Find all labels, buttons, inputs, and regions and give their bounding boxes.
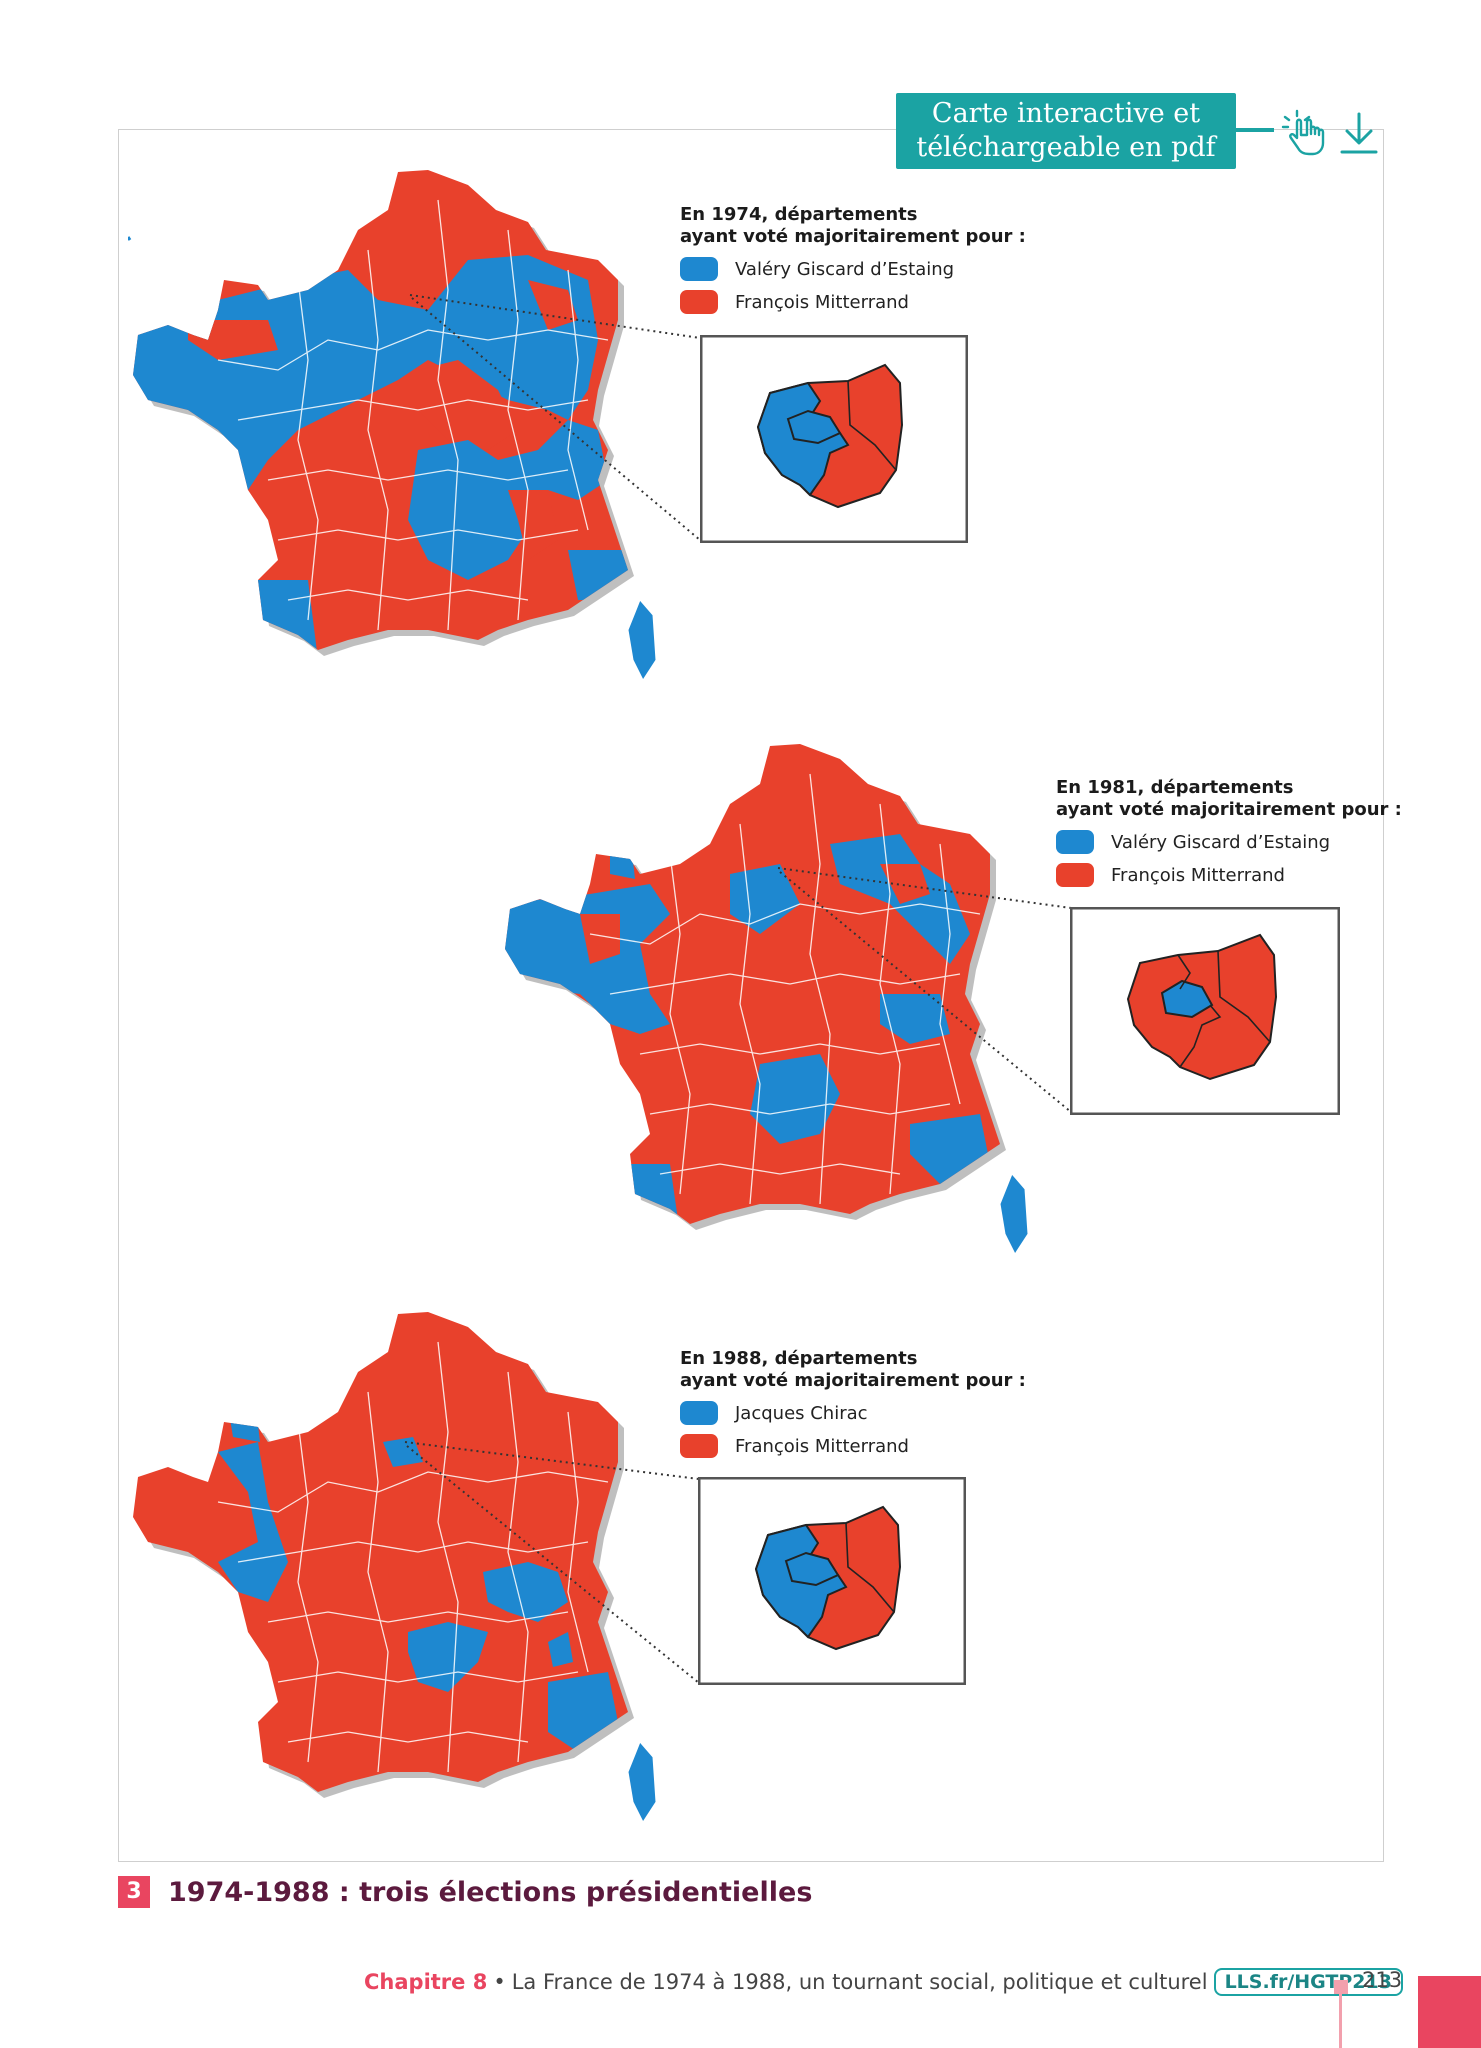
banner-line-2: téléchargeable en pdf [916, 132, 1216, 163]
france-map-1988 [133, 1312, 657, 1824]
figure-frame [118, 129, 1384, 1862]
footer-marker [1334, 1980, 1348, 1994]
footer-chapter-title: La France de 1974 à 1988, un tournant so… [511, 1970, 1208, 1994]
blue-swatch [1056, 830, 1094, 854]
hand-pointer-icon[interactable] [1280, 108, 1330, 158]
inset-paris-1981 [1070, 907, 1340, 1115]
legend-1974: En 1974, départements ayant voté majorit… [680, 204, 1040, 314]
page-corner-tab [1418, 1976, 1481, 2048]
legend-label-left: François Mitterrand [735, 291, 909, 313]
legend-row-right-1974: Valéry Giscard d’Estaing [680, 257, 1040, 281]
interactive-map-banner[interactable]: Carte interactive et téléchargeable en p… [896, 93, 1236, 169]
footer-stem [1339, 1994, 1342, 2048]
legend-1981: En 1981, départements ayant voté majorit… [1056, 777, 1416, 887]
legend-row-left-1974: François Mitterrand [680, 290, 1040, 314]
red-swatch [680, 290, 718, 314]
legend-title-line1: En 1974, départements [680, 204, 918, 225]
legend-label-left: François Mitterrand [1111, 864, 1285, 886]
legend-row-right-1981: Valéry Giscard d’Estaing [1056, 830, 1416, 854]
blue-swatch [680, 257, 718, 281]
legend-title-line2: ayant voté majoritairement pour : [680, 226, 1026, 247]
footer-link[interactable]: LLS.fr/HGTP213 [1213, 1968, 1403, 1996]
legend-title-line2: ayant voté majoritairement pour : [1056, 799, 1402, 820]
page-number: 213 [1362, 1968, 1403, 1992]
legend-1988: En 1988, départements ayant voté majorit… [680, 1348, 1040, 1458]
legend-row-left-1988: François Mitterrand [680, 1434, 1040, 1458]
legend-row-left-1981: François Mitterrand [1056, 863, 1416, 887]
legend-row-right-1988: Jacques Chirac [680, 1401, 1040, 1425]
caption-title: 1974-1988 : trois élections présidentiel… [168, 1876, 813, 1908]
legend-label-right: Valéry Giscard d’Estaing [1111, 831, 1331, 853]
caption-number: 3 [118, 1876, 150, 1908]
legend-title-line1: En 1981, départements [1056, 777, 1294, 798]
inset-paris-1988 [698, 1477, 966, 1685]
legend-title-line2: ayant voté majoritairement pour : [680, 1370, 1026, 1391]
figure-caption: 3 1974-1988 : trois élections présidenti… [118, 1876, 812, 1908]
legend-title-1988: En 1988, départements ayant voté majorit… [680, 1348, 1040, 1392]
inset-paris-1974 [700, 335, 968, 543]
blue-swatch [680, 1401, 718, 1425]
banner-line-1: Carte interactive et [931, 98, 1201, 129]
page-footer: Chapitre 8 • La France de 1974 à 1988, u… [364, 1968, 1403, 1996]
legend-title-1981: En 1981, départements ayant voté majorit… [1056, 777, 1416, 821]
red-swatch [680, 1434, 718, 1458]
red-swatch [1056, 863, 1094, 887]
france-map-1974 [128, 170, 657, 682]
footer-separator: • [493, 1970, 506, 1994]
legend-label-left: François Mitterrand [735, 1435, 909, 1457]
france-map-1981 [505, 744, 1029, 1256]
legend-title-line1: En 1988, départements [680, 1348, 918, 1369]
legend-label-right: Valéry Giscard d’Estaing [735, 258, 955, 280]
legend-title-1974: En 1974, départements ayant voté majorit… [680, 204, 1040, 248]
footer-chapter: Chapitre 8 [364, 1970, 488, 1994]
download-icon[interactable] [1338, 110, 1380, 156]
legend-label-right: Jacques Chirac [735, 1402, 868, 1424]
banner-connector [1236, 128, 1274, 132]
